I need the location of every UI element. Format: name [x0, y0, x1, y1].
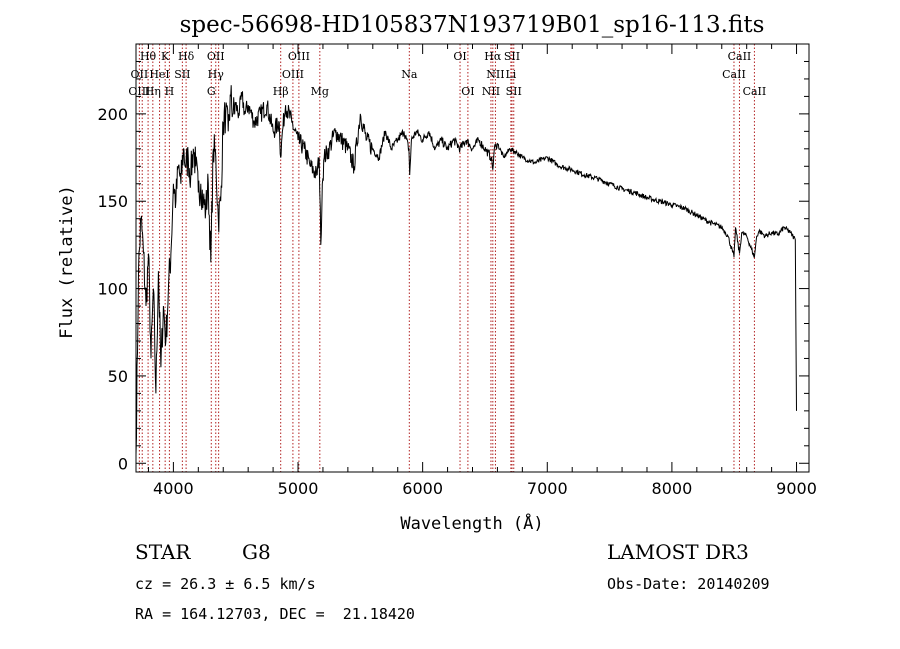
line-label: Hγ	[208, 68, 225, 81]
y-tick-label: 100	[97, 280, 128, 299]
line-label: H	[165, 85, 175, 98]
line-label: Mg	[311, 85, 329, 98]
line-label: Na	[401, 68, 418, 81]
line-label: Hθ	[140, 50, 157, 63]
line-label: OIII	[288, 50, 310, 63]
line-label: Li	[505, 68, 516, 81]
y-tick-label: 50	[108, 367, 128, 386]
coordinates: RA = 164.12703, DEC = 21.18420	[135, 605, 415, 623]
subclass: G8	[242, 540, 271, 564]
y-tick-label: 200	[97, 105, 128, 124]
y-tick-label: 150	[97, 192, 128, 211]
line-label: Hδ	[178, 50, 195, 63]
line-label: OIII	[128, 85, 150, 98]
redshift-cz: cz = 26.3 ± 6.5 km/s	[135, 575, 316, 593]
line-label: HeI	[149, 68, 169, 81]
line-label: K	[161, 50, 170, 63]
object-type: STAR	[135, 540, 191, 564]
x-tick-label: 9000	[776, 479, 817, 498]
line-label: OII	[207, 50, 225, 63]
survey-name: LAMOST DR3	[607, 540, 749, 564]
line-label: CaII	[722, 68, 746, 81]
line-label: NII	[482, 85, 500, 98]
y-axis-label: Flux (relative)	[57, 185, 77, 339]
line-label: SII	[504, 50, 520, 63]
spectrum-line	[135, 85, 797, 455]
line-label: G	[207, 85, 216, 98]
y-axis: 0 50 100 150 200	[97, 60, 809, 473]
line-label: OI	[461, 85, 474, 98]
y-tick-label: 0	[118, 454, 128, 473]
x-tick-label: 6000	[402, 479, 443, 498]
line-label: Hβ	[273, 85, 289, 98]
line-label: OI	[453, 50, 466, 63]
line-label: OIII	[282, 68, 304, 81]
line-label: Hα	[484, 50, 502, 63]
chart-title: spec-56698-HD105837N193719B01_sp16-113.f…	[180, 12, 765, 38]
x-axis: 4000 5000 6000 7000 8000 9000	[147, 44, 817, 498]
line-label: SII	[506, 85, 522, 98]
obs-date: Obs-Date: 20140209	[607, 575, 770, 593]
x-tick-label: 5000	[278, 479, 319, 498]
x-tick-label: 7000	[527, 479, 568, 498]
line-label: CaII	[728, 50, 752, 63]
x-axis-label: Wavelength (Å)	[400, 512, 543, 534]
line-label: NII	[486, 68, 504, 81]
line-label: CaII	[743, 85, 767, 98]
line-label: Hη	[145, 85, 161, 98]
line-label: OII	[131, 68, 149, 81]
line-label: SII	[174, 68, 190, 81]
line-markers	[138, 44, 755, 472]
x-tick-label: 8000	[652, 479, 693, 498]
x-tick-label: 4000	[153, 479, 194, 498]
